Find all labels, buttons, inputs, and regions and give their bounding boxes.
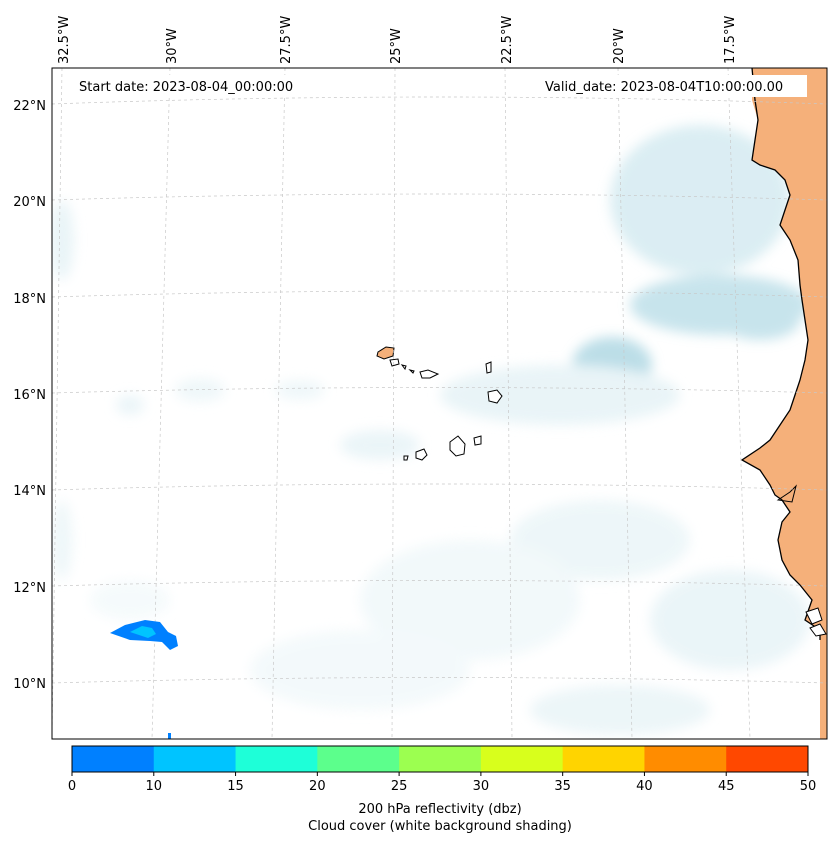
guinea-bissau-islands <box>805 607 827 637</box>
colorbar-segment <box>399 746 482 772</box>
map-frame <box>51 67 828 740</box>
colorbar-title: 200 hPa reflectivity (dbz) <box>358 802 521 817</box>
valid-date-label: Valid_date: 2023-08-04T10:00:00.00 <box>545 80 783 95</box>
colorbar-tick-label: 25 <box>391 779 408 794</box>
lon-label: 22.5°W <box>500 16 515 64</box>
colorbar-segment <box>562 746 645 772</box>
lon-label: 20°W <box>612 28 627 64</box>
cloud-cover-layer <box>52 125 810 735</box>
colorbar-segment <box>235 746 318 772</box>
latitude-labels: 22°N 20°N 18°N 16°N 14°N 12°N 10°N <box>13 99 46 692</box>
colorbar-subtitle: Cloud cover (white background shading) <box>308 819 572 834</box>
colorbar-tick-label: 30 <box>473 779 490 794</box>
colorbar-tick-label: 50 <box>800 779 817 794</box>
west-africa-land <box>742 68 827 739</box>
colorbar-tick-label: 20 <box>309 779 326 794</box>
lon-label: 25°W <box>389 28 404 64</box>
colorbar-tick-label: 45 <box>718 779 735 794</box>
lon-label: 32.5°W <box>57 16 72 64</box>
cape-verde-islands <box>376 346 503 461</box>
longitude-labels: 32.5°W 30°W 27.5°W 25°W 22.5°W 20°W 17.5… <box>57 16 738 64</box>
colorbar-tick-label: 35 <box>554 779 571 794</box>
lon-label: 27.5°W <box>279 16 294 64</box>
colorbar-tick-label: 40 <box>636 779 653 794</box>
colorbar-segment <box>480 746 564 772</box>
reflectivity-cell <box>110 620 178 739</box>
lat-label: 12°N <box>13 581 46 596</box>
lat-label: 20°N <box>13 195 46 210</box>
colorbar-segment <box>317 746 400 772</box>
colorbar-segment <box>644 746 727 772</box>
start-date-box <box>72 75 312 97</box>
lat-label: 22°N <box>13 99 46 114</box>
colorbar-segment <box>153 746 237 772</box>
colorbar-segment <box>726 746 809 772</box>
valid-date-box <box>540 75 807 97</box>
start-date-label: Start date: 2023-08-04_00:00:00 <box>79 80 293 95</box>
lat-label: 14°N <box>13 484 46 499</box>
colorbar-frame <box>71 745 809 773</box>
lon-label: 17.5°W <box>723 16 738 64</box>
colorbar: 0 10 15 20 25 30 35 40 45 50 <box>68 745 817 794</box>
coastline <box>740 68 821 640</box>
gambia-estuary <box>776 484 797 503</box>
lat-label: 18°N <box>13 292 46 307</box>
colorbar-tick-label: 10 <box>146 779 163 794</box>
lat-label: 10°N <box>13 677 46 692</box>
lat-label: 16°N <box>13 388 46 403</box>
colorbar-tick-label: 15 <box>227 779 244 794</box>
colorbar-segment <box>72 746 155 772</box>
colorbar-tick-label: 0 <box>68 779 76 794</box>
lon-label: 30°W <box>165 28 180 64</box>
